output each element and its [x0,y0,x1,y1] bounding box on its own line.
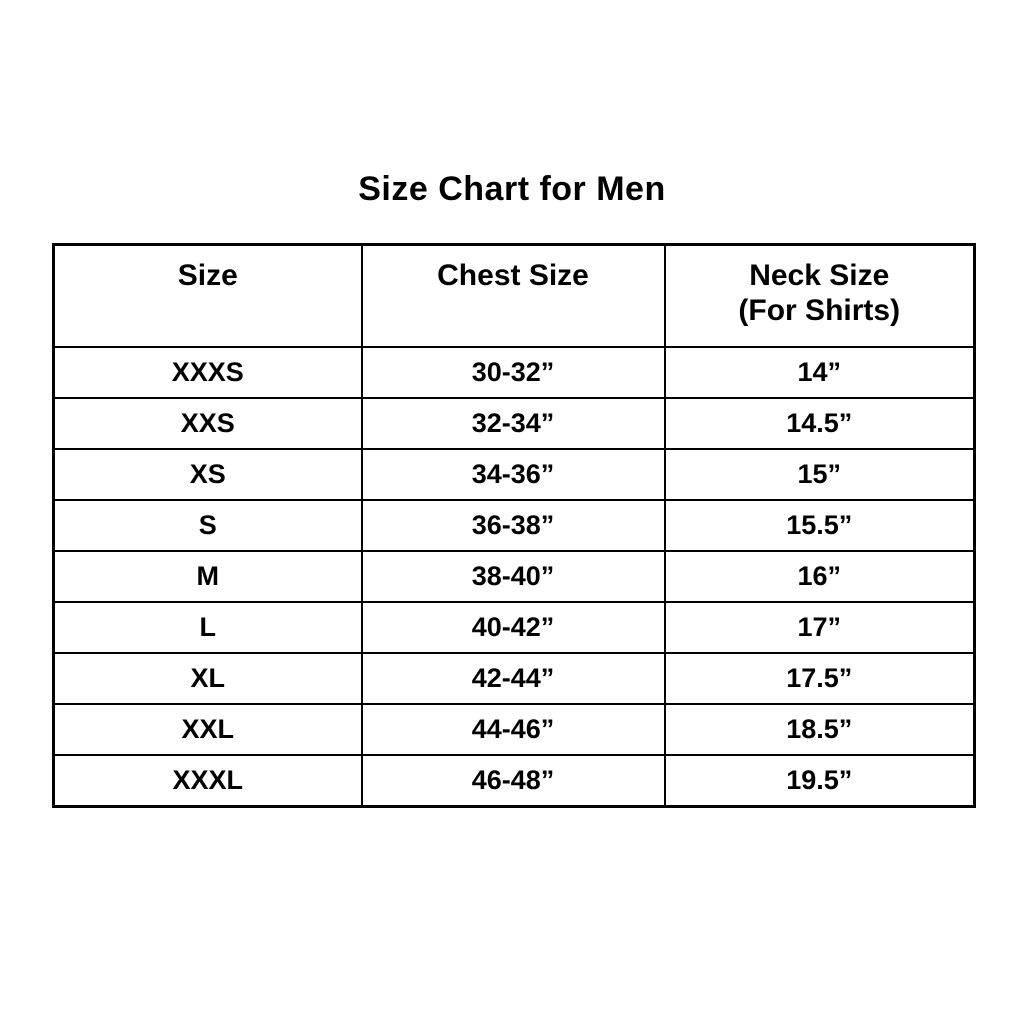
header-chest-size: Chest Size [360,243,666,348]
chest-cell: 34-36” [360,448,666,501]
neck-cell: 16” [663,550,976,603]
table-row: M 38-40” 16” [52,550,976,603]
table-row: XXL 44-46” 18.5” [52,703,976,756]
table-row: XXXS 30-32” 14” [52,346,976,399]
chest-cell: 46-48” [360,754,666,808]
size-cell: XS [52,448,363,501]
chest-cell: 30-32” [360,346,666,399]
chest-cell: 36-38” [360,499,666,552]
neck-cell: 17” [663,601,976,654]
table-row: S 36-38” 15.5” [52,499,976,552]
chest-cell: 42-44” [360,652,666,705]
size-chart-table: Size Chest Size Neck Size (For Shirts) X… [52,243,976,808]
header-neck-size-sublabel: (For Shirts) [738,293,901,327]
chest-cell: 44-46” [360,703,666,756]
size-cell: L [52,601,363,654]
chest-cell: 38-40” [360,550,666,603]
size-cell: XXXS [52,346,363,399]
neck-cell: 17.5” [663,652,976,705]
neck-cell: 18.5” [663,703,976,756]
header-size: Size [52,243,363,348]
size-cell: XXS [52,397,363,450]
size-cell: XL [52,652,363,705]
table-header-row: Size Chest Size Neck Size (For Shirts) [52,243,976,348]
header-neck-size-label: Neck Size [749,259,890,292]
table-row: XL 42-44” 17.5” [52,652,976,705]
neck-cell: 19.5” [663,754,976,808]
page-title: Size Chart for Men [358,170,666,208]
neck-cell: 14” [663,346,976,399]
table-row: L 40-42” 17” [52,601,976,654]
size-cell: M [52,550,363,603]
table-row: XS 34-36” 15” [52,448,976,501]
neck-cell: 14.5” [663,397,976,450]
size-cell: S [52,499,363,552]
chest-cell: 40-42” [360,601,666,654]
header-size-label: Size [177,259,238,292]
header-chest-size-label: Chest Size [437,259,589,292]
table-row: XXS 32-34” 14.5” [52,397,976,450]
table-row: XXXL 46-48” 19.5” [52,754,976,808]
neck-cell: 15” [663,448,976,501]
size-cell: XXXL [52,754,363,808]
size-cell: XXL [52,703,363,756]
chest-cell: 32-34” [360,397,666,450]
neck-cell: 15.5” [663,499,976,552]
header-neck-size: Neck Size (For Shirts) [663,243,976,348]
